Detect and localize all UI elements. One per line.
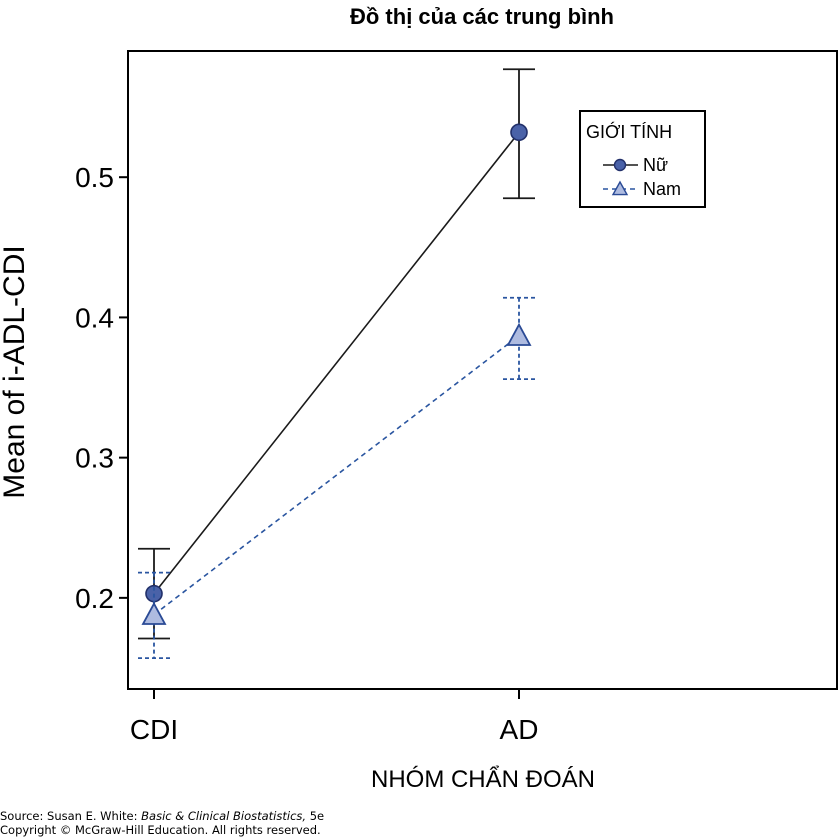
legend-label: Nữ bbox=[643, 155, 668, 175]
legend-title: GIỚI TÍNH bbox=[586, 121, 672, 142]
x-axis-label: NHÓM CHẨN ĐOÁN bbox=[371, 765, 595, 793]
legend: GIỚI TÍNH Nữ Nam bbox=[579, 110, 706, 208]
plot-area bbox=[138, 68, 535, 660]
source-line: Source: Susan E. White: Basic & Clinical… bbox=[0, 809, 324, 823]
y-tick-label: 0.2 bbox=[75, 583, 114, 614]
series-triangle bbox=[138, 296, 535, 660]
y-tick-label: 0.5 bbox=[75, 162, 114, 193]
data-point bbox=[141, 601, 167, 625]
x-tick-label: AD bbox=[500, 714, 539, 745]
x-axis: CDI AD bbox=[130, 689, 539, 745]
legend-triangle-marker bbox=[611, 180, 629, 196]
series-circle bbox=[138, 68, 535, 640]
chart-title: Đồ thị của các trung bình bbox=[350, 4, 614, 29]
series-line bbox=[153, 131, 520, 595]
source-book: Basic & Clinical Biostatistics, bbox=[141, 809, 307, 823]
y-tick-label: 0.3 bbox=[75, 443, 114, 474]
legend-label: Nam bbox=[643, 179, 681, 199]
legend-box bbox=[579, 110, 706, 208]
x-tick-label: CDI bbox=[130, 714, 178, 745]
y-axis-label: Mean of i-ADL-CDI bbox=[0, 245, 31, 498]
plot-frame bbox=[127, 50, 838, 690]
series-line bbox=[153, 335, 520, 616]
source-prefix: Source: Susan E. White: bbox=[0, 809, 142, 823]
y-tick-label: 0.4 bbox=[75, 302, 114, 333]
copyright-line: Copyright © McGraw-Hill Education. All r… bbox=[0, 823, 321, 837]
data-point bbox=[506, 322, 532, 346]
source-edition: 5e bbox=[306, 809, 325, 823]
data-point bbox=[510, 123, 528, 142]
y-axis: 0.2 0.3 0.4 0.5 bbox=[75, 162, 128, 614]
legend-circle-marker bbox=[613, 158, 627, 172]
